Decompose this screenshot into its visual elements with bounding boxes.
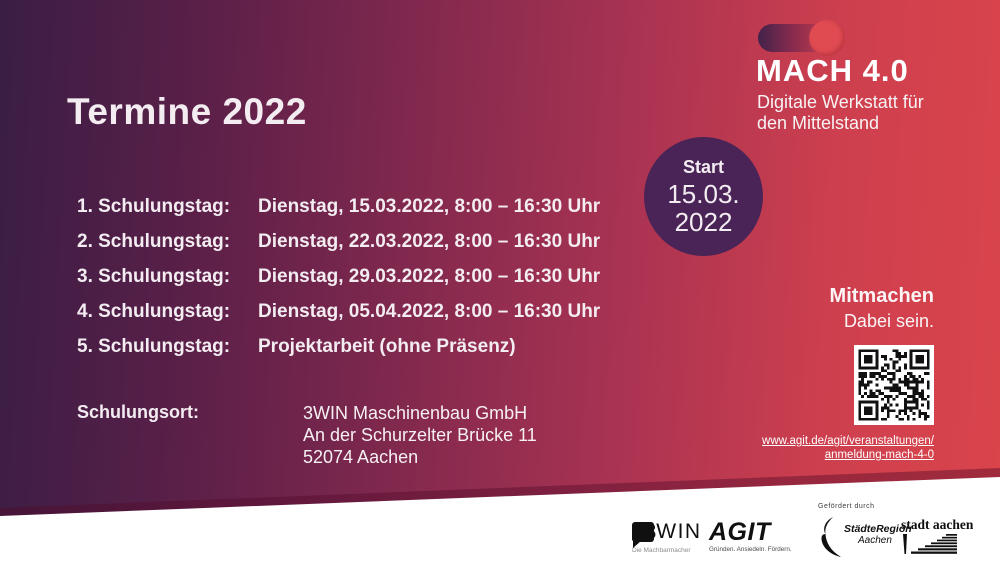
schedule-row-value: Projektarbeit (ohne Präsenz) bbox=[258, 336, 516, 357]
registration-link[interactable]: www.agit.de/agit/veranstaltungen/ anmeld… bbox=[724, 434, 934, 462]
3win-logo-text-win: WIN bbox=[656, 520, 702, 543]
logo-stadt-aachen: stadt aachen bbox=[901, 517, 973, 559]
location-address-line: 3WIN Maschinenbau GmbH bbox=[303, 403, 528, 423]
schedule-row-label: 1. Schulungstag: bbox=[77, 196, 231, 217]
schedule-row-label: 4. Schulungstag: bbox=[77, 301, 231, 322]
cta-subheading: Dabei sein. bbox=[843, 311, 934, 331]
schedule-row: 3. Schulungstag: Dienstag, 29.03.2022, 8… bbox=[77, 266, 637, 301]
logo-staedteregion: StädteRegion Aachen bbox=[820, 516, 912, 558]
toggle-knob-icon bbox=[809, 20, 845, 56]
page-title: Termine 2022 bbox=[67, 91, 307, 132]
registration-link-line1[interactable]: www.agit.de/agit/veranstaltungen/ bbox=[762, 435, 934, 447]
cta-heading: Mitmachen bbox=[829, 285, 934, 307]
schedule-row-value: Dienstag, 15.03.2022, 8:00 – 16:30 Uhr bbox=[258, 196, 601, 217]
schedule-row-label: 2. Schulungstag: bbox=[77, 231, 231, 252]
agit-logo-text: AGIT bbox=[709, 518, 771, 546]
stadt-aachen-mark-icon bbox=[903, 534, 957, 554]
schedule-row-label: 5. Schulungstag: bbox=[77, 336, 231, 357]
schedule-row: 4. Schulungstag: Dienstag, 05.04.2022, 8… bbox=[77, 301, 637, 336]
qr-code bbox=[854, 345, 934, 425]
logo-3win: 3 WIN Die Machbarmacher bbox=[632, 519, 702, 554]
3win-logo-tagline: Die Machbarmacher bbox=[632, 547, 691, 554]
start-badge-year: 2022 bbox=[674, 207, 733, 237]
schedule-row-value: Dienstag, 05.04.2022, 8:00 – 16:30 Uhr bbox=[258, 301, 601, 322]
toggle-switch-icon bbox=[758, 20, 845, 56]
schedule-row: 2. Schulungstag: Dienstag, 22.03.2022, 8… bbox=[77, 231, 637, 266]
location-address-line: An der Schurzelter Brücke 11 bbox=[303, 425, 537, 445]
schedule-row-value: Dienstag, 22.03.2022, 8:00 – 16:30 Uhr bbox=[258, 231, 601, 252]
cta-block: Mitmachen Dabei sein. www.agit.de/agit/v… bbox=[724, 285, 934, 462]
start-date-badge: Start 15.03. 2022 bbox=[644, 137, 763, 256]
funded-by-label: Gefördert durch bbox=[818, 503, 875, 510]
staedteregion-logo-line1: StädteRegion bbox=[844, 523, 912, 535]
stadt-aachen-logo-text: stadt aachen bbox=[901, 517, 974, 532]
schedule-row-label: 3. Schulungstag: bbox=[77, 266, 231, 287]
schedule-row-value: Dienstag, 29.03.2022, 8:00 – 16:30 Uhr bbox=[258, 266, 601, 287]
start-badge-label: Start bbox=[682, 157, 724, 177]
location-address: 3WIN Maschinenbau GmbH An der Schurzelte… bbox=[303, 402, 537, 468]
3win-speech-bubble-icon bbox=[632, 522, 654, 548]
schedule-row: 1. Schulungstag: Dienstag, 15.03.2022, 8… bbox=[77, 196, 637, 231]
brand-tagline: Digitale Werkstatt für den Mittelstand bbox=[757, 92, 924, 134]
staedteregion-logo-line2: Aachen bbox=[858, 535, 892, 546]
start-badge-date: 15.03. bbox=[667, 179, 740, 209]
agit-logo-tagline: Gründen. Ansiedeln. Fördern. bbox=[709, 546, 792, 553]
brand-tagline-line: den Mittelstand bbox=[757, 113, 880, 133]
brand-tagline-line: Digitale Werkstatt für bbox=[757, 92, 924, 112]
location-address-line: 52074 Aachen bbox=[303, 447, 419, 467]
registration-link-line2[interactable]: anmeldung-mach-4-0 bbox=[824, 449, 934, 461]
logo-agit: AGIT Gründen. Ansiedeln. Fördern. bbox=[709, 518, 792, 554]
location-label: Schulungsort: bbox=[77, 402, 199, 422]
schedule-list: 1. Schulungstag: Dienstag, 15.03.2022, 8… bbox=[77, 196, 637, 371]
brand-name: MACH 4.0 bbox=[756, 53, 909, 88]
staedteregion-swoosh-icon bbox=[821, 517, 841, 557]
schedule-row: 5. Schulungstag: Projektarbeit (ohne Prä… bbox=[77, 336, 637, 371]
